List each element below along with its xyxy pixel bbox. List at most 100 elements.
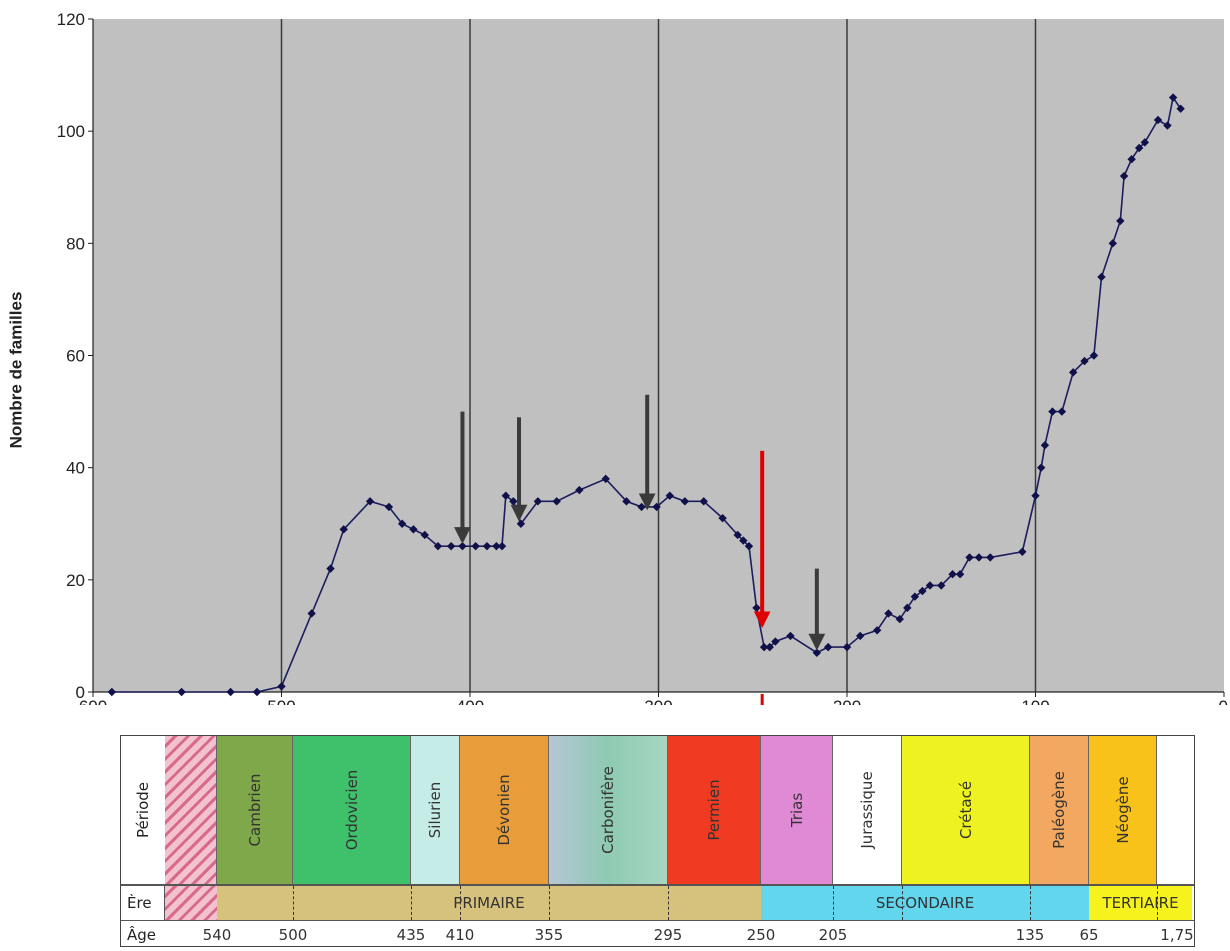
period-silurien: Silurien xyxy=(411,736,460,884)
period-precambrian xyxy=(165,736,217,884)
data-point xyxy=(948,570,957,579)
era-header: Ère xyxy=(121,886,165,920)
row-divider xyxy=(121,884,1194,886)
data-point xyxy=(1140,138,1150,147)
data-point xyxy=(226,687,235,697)
period-dévonien: Dévonien xyxy=(460,736,549,884)
data-point xyxy=(718,513,727,523)
data-point xyxy=(680,497,690,506)
data-point xyxy=(884,609,893,618)
data-point xyxy=(277,682,286,691)
chart-area: 0 20 40 60 80 100 120 600 500 400 300 200 100 0 Nombr… xyxy=(6,10,1228,705)
data-point xyxy=(739,536,748,545)
data-point xyxy=(903,603,912,613)
era-label: TERTIAIRE xyxy=(1102,894,1179,912)
age-label: 250 xyxy=(746,926,776,944)
data-point xyxy=(177,687,186,697)
data-point xyxy=(665,491,675,500)
geologic-timescale: Période Ère Âge Cambrien Ordovicien Silurien D… xyxy=(120,735,1195,947)
data-point xyxy=(252,687,262,697)
data-point xyxy=(326,564,335,573)
data-point xyxy=(895,614,904,624)
data-point xyxy=(365,497,375,506)
x-tick-label: 300 xyxy=(644,697,672,705)
era-dashed-boundary xyxy=(902,886,903,920)
era-label: SECONDAIRE xyxy=(875,894,975,912)
period-carbonifère: Carbonifère xyxy=(549,736,668,884)
era-dashed-boundary xyxy=(549,886,550,920)
period-label: Carbonifère xyxy=(599,766,617,854)
data-point xyxy=(482,541,492,551)
age-label: 355 xyxy=(534,926,564,944)
data-point xyxy=(1069,368,1078,377)
y-axis-title: Nombre de familles xyxy=(6,291,26,449)
age-label: 65 xyxy=(1079,926,1099,944)
age-label: 410 xyxy=(445,926,475,944)
period-cambrien: Cambrien xyxy=(217,736,293,884)
data-point xyxy=(433,541,443,551)
data-point xyxy=(339,525,348,534)
period-jurassique: Jurassique xyxy=(833,736,902,884)
data-point xyxy=(501,491,511,500)
data-point xyxy=(1134,143,1144,153)
era-dashed-boundary xyxy=(460,886,461,920)
period-label: Paléogène xyxy=(1050,771,1068,849)
data-point xyxy=(986,553,995,562)
data-point xyxy=(1089,351,1099,360)
data-point xyxy=(1031,491,1040,500)
data-point xyxy=(622,497,631,506)
period-paléogène: Paléogène xyxy=(1030,736,1089,884)
era-label: PRIMAIRE xyxy=(453,894,525,912)
data-point xyxy=(733,530,742,540)
era-dashed-boundary xyxy=(833,886,834,920)
data-point xyxy=(872,626,882,635)
era-dashed-boundary xyxy=(1030,886,1031,920)
data-point xyxy=(910,592,920,601)
data-point xyxy=(744,541,754,551)
x-tick-label: 200 xyxy=(833,697,861,705)
data-point xyxy=(107,687,117,697)
data-point xyxy=(1116,216,1125,226)
era-primaire: PRIMAIRE xyxy=(217,886,761,920)
era-dashed-boundary xyxy=(411,886,412,920)
data-point xyxy=(492,541,501,551)
data-point xyxy=(771,637,780,646)
period-label: Silurien xyxy=(426,781,444,839)
data-point xyxy=(497,541,507,551)
y-tick-label: 40 xyxy=(66,459,85,478)
data-point xyxy=(552,497,561,506)
era-dashed-boundary xyxy=(668,886,669,920)
x-tick-label: 0 xyxy=(1219,697,1228,705)
period-crétacé: Crétacé xyxy=(902,736,1030,884)
data-point xyxy=(307,609,316,618)
data-point xyxy=(471,541,480,551)
period-header: Période xyxy=(121,736,166,884)
data-point xyxy=(752,603,761,613)
age-label: 435 xyxy=(396,926,426,944)
data-point xyxy=(918,586,927,596)
period-trias: Trias xyxy=(761,736,833,884)
data-point xyxy=(575,485,584,495)
data-point xyxy=(384,502,394,512)
data-point xyxy=(458,541,467,551)
age-label: 135 xyxy=(1015,926,1045,944)
row-divider xyxy=(121,920,1194,921)
data-point xyxy=(420,530,429,540)
y-tick-label: 100 xyxy=(57,122,85,141)
y-tick-label: 120 xyxy=(57,10,85,29)
data-point xyxy=(516,519,526,528)
period-permien: Permien xyxy=(668,736,761,884)
x-tick-label: 500 xyxy=(267,697,295,705)
period-label: Trias xyxy=(787,792,806,828)
x-tick-label: 100 xyxy=(1021,697,1049,705)
data-point xyxy=(1153,115,1163,125)
data-point xyxy=(965,553,974,562)
data-point xyxy=(1080,356,1089,366)
data-point xyxy=(1108,239,1117,248)
data-point xyxy=(855,631,865,641)
period-label: Dévonien xyxy=(495,774,513,846)
data-point xyxy=(759,642,769,652)
data-point xyxy=(1040,441,1050,450)
data-point xyxy=(1036,463,1046,472)
data-point xyxy=(446,541,456,551)
